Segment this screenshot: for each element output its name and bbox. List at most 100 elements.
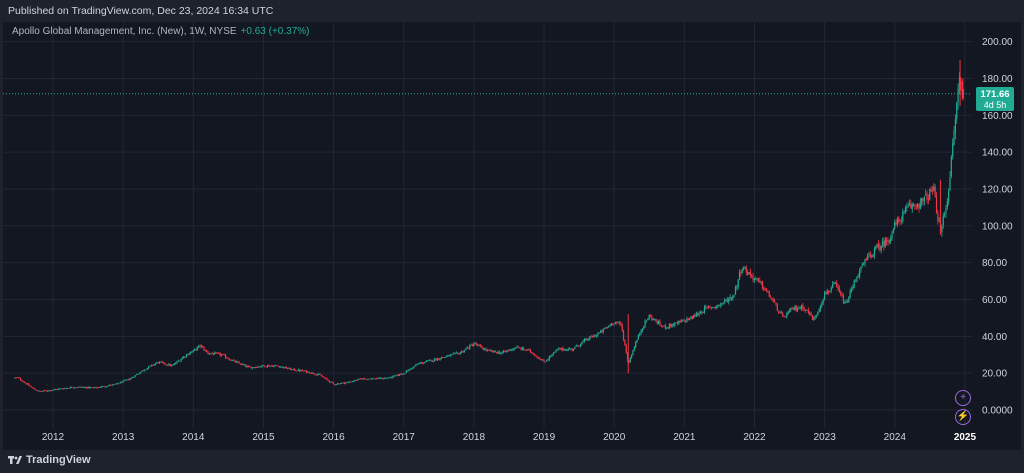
candle-body [278, 366, 281, 368]
candle-body [448, 354, 451, 357]
candle-body [165, 364, 167, 366]
candle-body [732, 296, 734, 299]
candle-body [578, 345, 580, 347]
candle-body [282, 366, 285, 369]
candle-body [653, 318, 656, 320]
candle-body [837, 286, 839, 289]
candle-body [293, 368, 295, 371]
candle-body [264, 365, 266, 367]
candle-body [543, 359, 545, 363]
candle-body [736, 286, 738, 288]
candle-body [629, 358, 631, 363]
candle-body [595, 334, 598, 337]
candle-body [251, 367, 254, 369]
candle-body [876, 244, 878, 247]
candle-body [498, 351, 501, 354]
candle-body [381, 377, 383, 379]
candle-body [428, 359, 430, 361]
candle-body [447, 355, 449, 356]
candle-body [98, 387, 100, 389]
candle-body [277, 365, 279, 367]
candle-body [461, 351, 463, 353]
candle-body [355, 380, 358, 381]
candle-body [107, 385, 109, 387]
candle-body [896, 218, 898, 225]
candle-body [312, 372, 314, 374]
candle-body [104, 386, 107, 388]
lightning-icon[interactable]: ⚡ [955, 409, 971, 425]
candle-body [767, 291, 769, 293]
candle-body [873, 248, 876, 256]
candle-body [425, 360, 428, 362]
candle-body [216, 352, 219, 354]
candle-body [218, 353, 220, 354]
candle-body [819, 306, 822, 310]
x-tick-label: 2022 [743, 432, 766, 443]
candle-body [314, 373, 316, 375]
candle-body [237, 361, 239, 363]
candle-body [960, 78, 962, 85]
candle-body [617, 321, 619, 323]
candle-body [582, 341, 584, 343]
candle-body [548, 356, 550, 360]
candle-body [533, 354, 536, 356]
candle-body [345, 382, 347, 384]
candle-body [730, 297, 733, 300]
candle-body [376, 378, 378, 380]
candle-body [200, 345, 202, 347]
chart-panel[interactable] [3, 22, 1021, 450]
candle-body [390, 376, 393, 378]
candle-body [301, 369, 304, 372]
candle-body [15, 377, 18, 379]
candle-body [745, 267, 747, 273]
y-tick-label: 120.00 [982, 184, 1013, 195]
candle-body [551, 354, 553, 357]
candle-body [585, 338, 587, 340]
candle-body [353, 381, 355, 382]
candle-body [370, 378, 372, 380]
candle-body [493, 350, 495, 352]
candle-body [698, 313, 700, 316]
candle-body [384, 377, 386, 379]
candle-body [618, 322, 621, 324]
candle-body [749, 271, 751, 276]
candle-body [827, 291, 830, 293]
candle-body [494, 350, 496, 353]
candle-body [662, 326, 664, 327]
candle-body [81, 387, 84, 389]
candle-body [158, 361, 161, 364]
candle-body [691, 316, 693, 319]
candle-body [180, 359, 182, 362]
candle-body [505, 350, 507, 352]
candle-body [482, 348, 484, 350]
candle-body [655, 318, 657, 322]
candle-body [805, 309, 807, 311]
candle-body [724, 300, 726, 303]
candle-body [229, 358, 231, 361]
candle-body [477, 344, 479, 346]
candle-body [608, 325, 610, 327]
candle-body [90, 387, 92, 389]
candle-body [728, 298, 730, 302]
candle-body [937, 212, 939, 221]
candle-body [711, 307, 714, 309]
candle-body [53, 389, 55, 391]
candle-body [386, 377, 389, 379]
candle-body [697, 313, 699, 316]
candle-body [83, 387, 85, 389]
candle-body [420, 362, 422, 364]
candle-body [436, 358, 438, 361]
candle-body [471, 344, 474, 346]
candle-body [350, 381, 352, 383]
candle-body [934, 186, 936, 197]
candle-body [555, 350, 557, 352]
candle-body [127, 379, 130, 381]
candle-body [512, 349, 514, 351]
candle-body [790, 308, 792, 310]
candle-body [354, 379, 356, 382]
candle-body [195, 348, 197, 351]
candle-body [639, 333, 641, 335]
plus-circle-icon[interactable]: + [955, 390, 971, 406]
candle-body [284, 366, 286, 369]
